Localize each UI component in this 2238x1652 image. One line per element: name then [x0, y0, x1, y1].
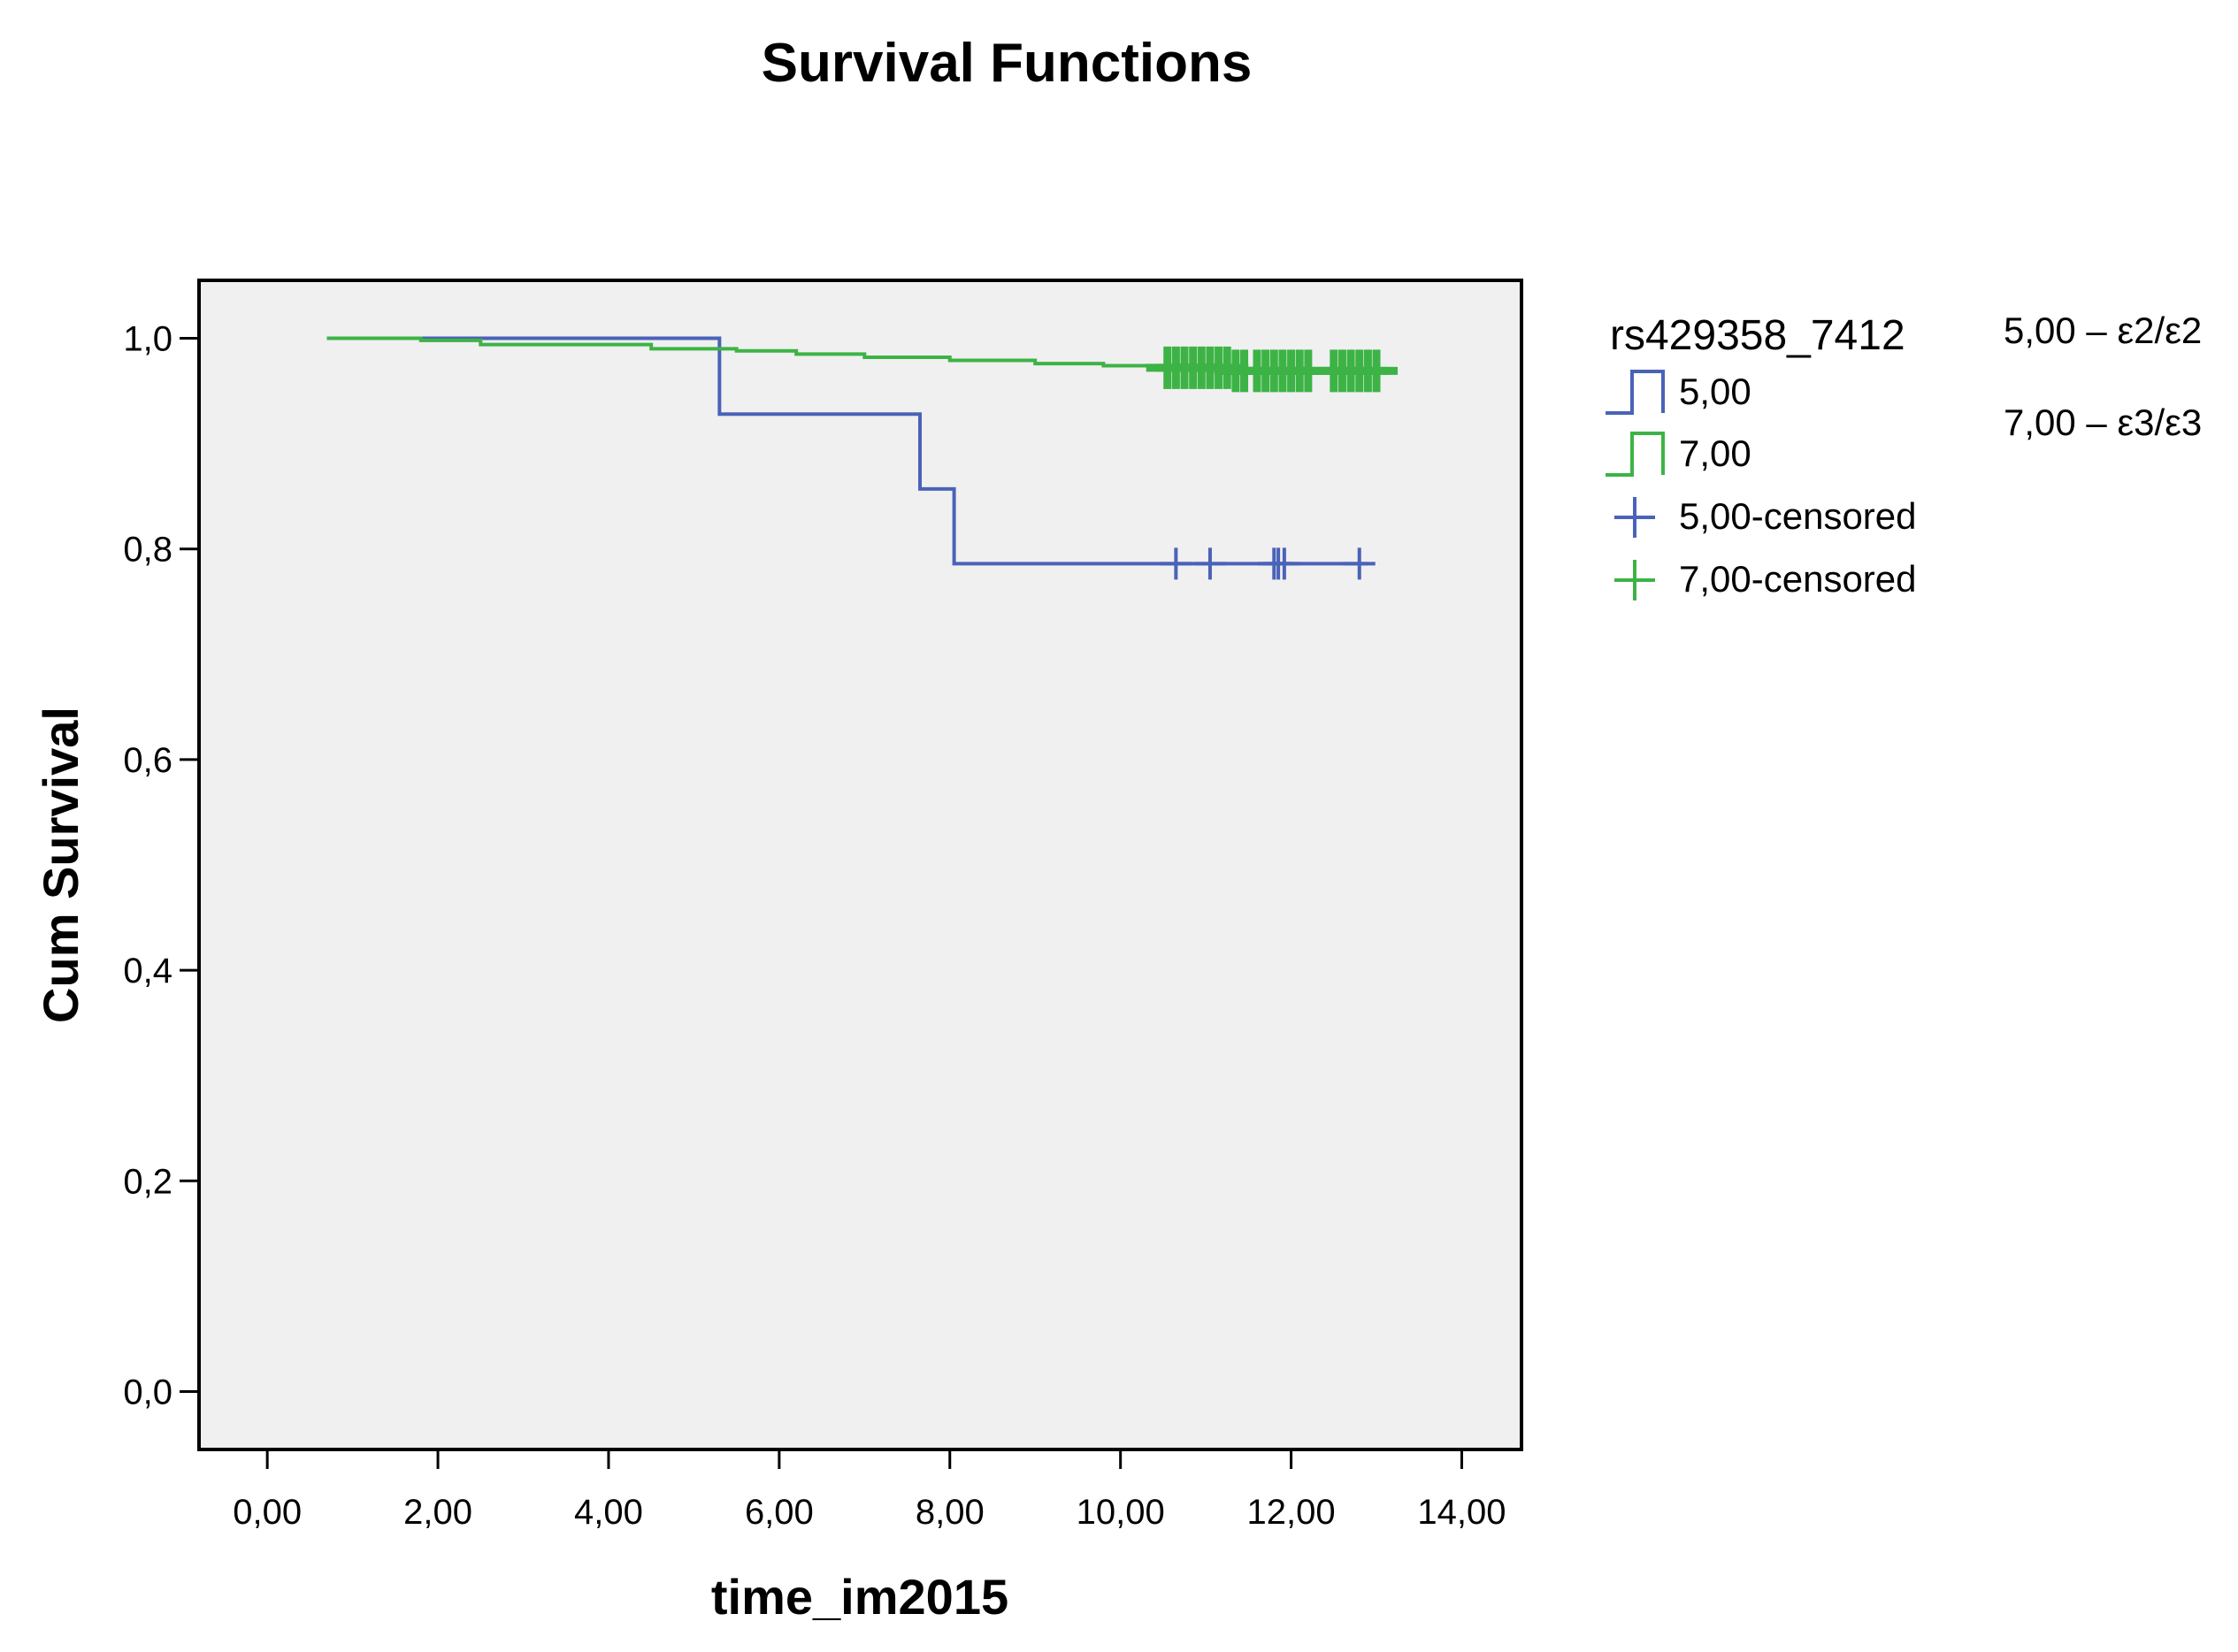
x-tick-label-0: 0,00 [233, 1493, 302, 1532]
x-tick-label-1: 2,00 [403, 1493, 472, 1532]
legend-swatch-7-00 [1606, 432, 1665, 477]
censored-marker-5-00-0 [1160, 547, 1192, 580]
x-axis-label: time_im2015 [711, 1569, 1008, 1625]
legend-censored-marker-7-00 [1614, 560, 1655, 600]
series-line-5-00 [326, 336, 1368, 566]
legend-label-7-00-censored: 7,00-censored [1679, 558, 1917, 600]
annotation-genotype-e2e2: 5,00 – ε2/ε2 [2004, 310, 2202, 351]
censored-marker-5-00-5 [1343, 547, 1376, 580]
y-tick-label-3: 0,6 [123, 741, 172, 780]
y-tick-label-1: 0,2 [123, 1162, 172, 1201]
x-tick-label-4: 8,00 [916, 1493, 985, 1532]
legend: rs429358_7412 5,00 7,00 5,00-censored 7,… [1606, 312, 1917, 600]
annotation-genotype-e3e3: 7,00 – ε3/ε3 [2004, 402, 2202, 443]
y-tick-label-0: 0,0 [123, 1373, 172, 1411]
y-tick-label-4: 0,8 [123, 531, 172, 570]
x-axis: 0,00 2,00 4,00 6,00 8,00 10,00 12,00 14,00 [233, 1449, 1506, 1532]
x-tick-label-2: 4,00 [574, 1493, 643, 1532]
x-tick-label-5: 10,00 [1077, 1493, 1165, 1532]
y-tick-label-5: 1,0 [123, 320, 172, 359]
x-tick-label-7: 14,00 [1417, 1493, 1506, 1532]
series-layer [326, 336, 1399, 580]
x-tick-label-3: 6,00 [745, 1493, 814, 1532]
censored-marker-5-00-4 [1268, 547, 1300, 580]
legend-swatch-5-00 [1606, 370, 1665, 415]
plot-area [197, 279, 1523, 1451]
y-axis: 0,0 0,2 0,4 0,6 0,8 1,0 [123, 320, 199, 1411]
legend-censored-marker-5-00 [1614, 497, 1655, 538]
legend-label-5-00: 5,00 [1679, 371, 1751, 412]
legend-label-7-00: 7,00 [1679, 432, 1751, 474]
chart-title: Survival Functions [762, 33, 1253, 94]
y-axis-label: Cum Survival [33, 707, 88, 1023]
x-tick-label-6: 12,00 [1247, 1493, 1336, 1532]
y-tick-label-2: 0,4 [123, 952, 172, 990]
legend-label-5-00-censored: 5,00-censored [1679, 495, 1917, 537]
legend-title: rs429358_7412 [1610, 312, 1905, 359]
censored-marker-7-00-22 [1355, 349, 1399, 393]
censored-marker-5-00-1 [1193, 547, 1226, 580]
